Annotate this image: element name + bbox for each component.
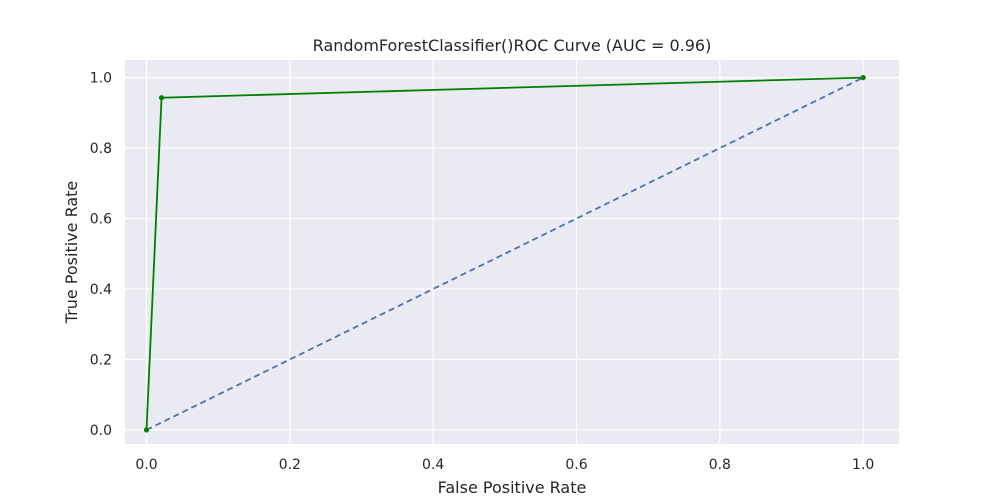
- x-grid-lines: [145, 60, 864, 444]
- y-tick-label: 1.0: [90, 71, 112, 87]
- y-tick-label: 0.6: [90, 212, 112, 228]
- series-layer: [143, 75, 866, 433]
- roc-point: [158, 95, 165, 101]
- x-tick-label: 0.0: [135, 457, 157, 473]
- x-tick-label: 1.0: [852, 457, 874, 473]
- roc-point: [143, 427, 150, 433]
- x-tick-labels: 0.0 0.2 0.4 0.6 0.8 1.0: [135, 457, 874, 473]
- x-tick-label: 0.2: [279, 457, 301, 473]
- x-tick-label: 0.8: [709, 457, 731, 473]
- x-tick-label: 0.4: [422, 457, 444, 473]
- y-grid-lines: [125, 77, 899, 431]
- x-axis-label: False Positive Rate: [438, 478, 587, 497]
- x-tick-label: 0.6: [565, 457, 587, 473]
- y-tick-labels: 0.0 0.2 0.4 0.6 0.8 1.0: [90, 71, 112, 439]
- y-tick-label: 0.8: [90, 141, 112, 157]
- roc-point: [860, 75, 866, 81]
- plot-background: [125, 60, 899, 444]
- diagonal-reference-line: [146, 76, 864, 431]
- y-tick-label: 0.0: [90, 423, 112, 439]
- y-tick-label: 0.2: [90, 352, 112, 368]
- y-axis-label: True Positive Rate: [62, 181, 81, 325]
- chart-title: RandomForestClassifier()ROC Curve (AUC =…: [313, 36, 712, 55]
- y-tick-label: 0.4: [90, 282, 112, 298]
